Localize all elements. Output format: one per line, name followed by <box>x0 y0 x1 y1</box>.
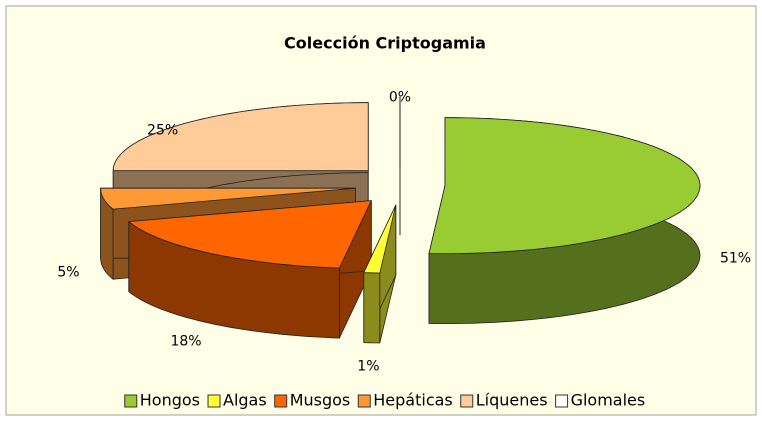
data-label: 1% <box>357 359 379 375</box>
data-label: 5% <box>57 265 79 281</box>
slice-top <box>100 187 356 210</box>
chart-title: Colección Criptogamia <box>284 34 486 53</box>
pie <box>100 96 701 344</box>
legend-label: Hepáticas <box>373 391 453 410</box>
legend-swatch <box>274 394 288 408</box>
legend-label: Musgos <box>290 391 351 410</box>
data-label: 51% <box>720 251 751 267</box>
slice-wall <box>363 272 381 344</box>
data-label: 25% <box>147 122 178 138</box>
legend-label: Glomales <box>571 391 646 410</box>
legend-swatch <box>357 394 371 408</box>
slice-top <box>112 102 369 172</box>
legend: Hongos Algas Musgos Hepáticas Líquenes Glomal… <box>124 391 646 410</box>
legend-swatch <box>124 394 138 408</box>
slice-top <box>363 204 397 274</box>
legend-swatch <box>207 394 221 408</box>
legend-label: Líquenes <box>476 391 548 410</box>
legend-label: Hongos <box>140 391 200 410</box>
legend-swatch <box>555 394 569 408</box>
slice-top <box>128 200 372 269</box>
legend-label: Algas <box>223 391 267 410</box>
legend-swatch <box>460 394 474 408</box>
slice-top <box>428 117 701 254</box>
data-label: 0% <box>389 89 411 105</box>
data-label: 18% <box>170 333 201 349</box>
